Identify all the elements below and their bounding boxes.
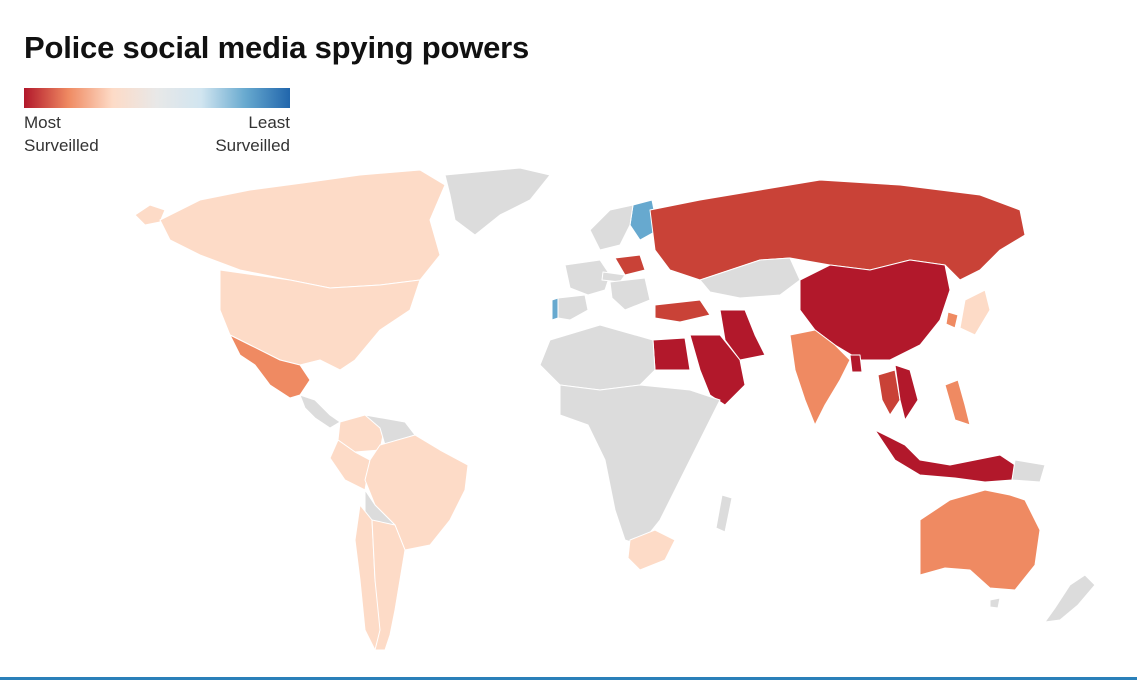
region-north-africa[interactable] <box>539 324 656 391</box>
legend-min-label-line2: Surveilled <box>24 136 99 155</box>
world-map <box>134 167 1096 651</box>
region-scandinavia[interactable] <box>589 204 634 251</box>
legend-max-label: Least Surveilled <box>215 111 290 157</box>
region-thailand[interactable] <box>877 369 901 416</box>
region-egypt[interactable] <box>652 337 691 371</box>
region-russia[interactable] <box>649 179 1026 281</box>
region-central-africa[interactable] <box>559 384 721 546</box>
region-indonesia[interactable] <box>874 429 1016 483</box>
region-madagascar[interactable] <box>715 494 733 533</box>
color-legend: Most Surveilled Least Surveilled <box>24 88 290 157</box>
region-spain[interactable] <box>557 294 589 321</box>
region-portugal[interactable] <box>551 297 559 321</box>
region-alaska[interactable] <box>134 204 166 226</box>
region-canada[interactable] <box>159 169 446 289</box>
legend-max-label-line2: Surveilled <box>215 136 290 155</box>
legend-labels: Most Surveilled Least Surveilled <box>24 111 290 157</box>
legend-min-label: Most Surveilled <box>24 111 99 157</box>
region-india[interactable] <box>789 329 851 426</box>
region-bangladesh[interactable] <box>849 354 863 373</box>
region-central-america[interactable] <box>299 394 341 429</box>
map-title: Police social media spying powers <box>24 30 530 65</box>
region-balkans[interactable] <box>609 277 651 311</box>
region-australia[interactable] <box>919 489 1041 591</box>
region-argentina[interactable] <box>371 519 406 651</box>
region-philippines[interactable] <box>944 379 971 426</box>
region-new-zealand[interactable] <box>1044 574 1096 623</box>
region-vietnam[interactable] <box>894 364 919 421</box>
region-iran[interactable] <box>719 309 766 361</box>
legend-min-label-line1: Most <box>24 113 61 132</box>
region-turkey[interactable] <box>654 299 711 323</box>
region-south-korea[interactable] <box>945 311 959 329</box>
legend-color-scale <box>24 88 290 108</box>
legend-max-label-line1: Least <box>248 113 290 132</box>
region-tasmania[interactable] <box>989 597 1001 609</box>
region-south-africa[interactable] <box>627 529 676 571</box>
region-japan[interactable] <box>959 289 991 336</box>
region-papua-new-guinea[interactable] <box>1011 459 1046 483</box>
region-saudi-arabia[interactable] <box>689 334 746 406</box>
region-brazil[interactable] <box>364 434 469 551</box>
bottom-rule <box>0 677 1137 680</box>
region-poland[interactable] <box>614 254 646 276</box>
region-western-europe[interactable] <box>564 259 611 296</box>
region-greenland[interactable] <box>444 167 551 236</box>
